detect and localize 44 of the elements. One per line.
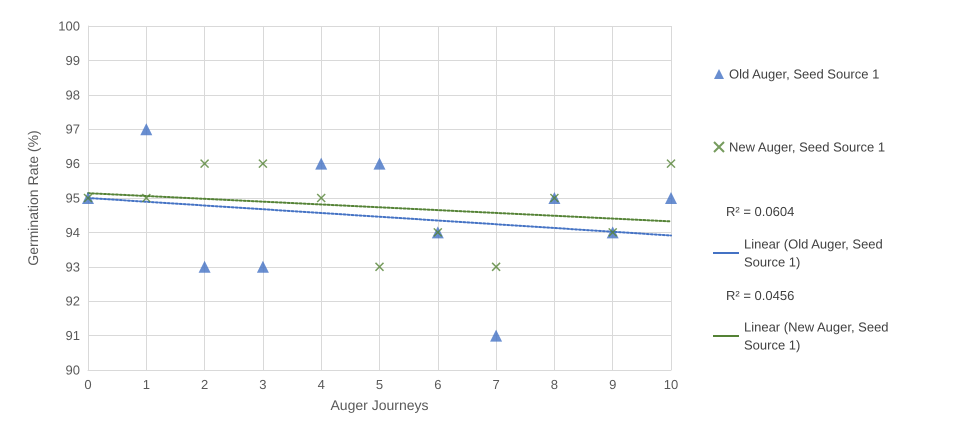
point xyxy=(374,158,386,170)
x-tick-label: 3 xyxy=(259,377,267,392)
point xyxy=(665,192,677,204)
point xyxy=(374,262,384,272)
point xyxy=(142,193,152,203)
x-axis-title: Auger Journeys xyxy=(330,397,429,413)
y-tick-label: 95 xyxy=(66,190,80,206)
legend-label: Old Auger, Seed Source 1 xyxy=(729,66,880,82)
point xyxy=(200,158,210,168)
text: R² = 0.0456 xyxy=(726,288,794,303)
x-tick-label: 7 xyxy=(492,377,500,392)
legend-label: New Auger, Seed Source 1 xyxy=(729,140,886,154)
x-tick-label: 1 xyxy=(142,377,150,392)
y-tick-label: 94 xyxy=(66,224,80,240)
point xyxy=(491,262,501,272)
x-tick-label: 10 xyxy=(664,377,678,392)
x-tick-label: 4 xyxy=(318,377,325,392)
y-tick-label: 91 xyxy=(66,328,80,344)
point xyxy=(490,330,502,342)
y-axis-title: Germination Rate (%) xyxy=(25,130,41,266)
y-tick-label: 90 xyxy=(66,362,80,378)
y-tick-label: 97 xyxy=(66,122,80,137)
y-tick-label: 100 xyxy=(58,18,80,34)
x-tick-label: 6 xyxy=(434,377,442,392)
x-tick-label: 0 xyxy=(84,377,92,392)
point xyxy=(140,123,152,136)
x-tick-label: 5 xyxy=(376,377,384,392)
y-tick-label: 99 xyxy=(66,52,80,68)
x-tick-label: 2 xyxy=(200,377,208,392)
point xyxy=(258,158,268,168)
point xyxy=(316,193,326,203)
y-tick-label: 98 xyxy=(66,87,80,102)
y-tick-label: 96 xyxy=(66,156,80,172)
x-tick-label: 9 xyxy=(609,377,616,392)
point xyxy=(256,260,269,273)
text: R² = 0.0604 xyxy=(726,204,794,219)
point xyxy=(666,158,676,168)
point xyxy=(315,158,328,170)
y-tick-label: 93 xyxy=(66,259,80,274)
legend-label: Linear (Old Auger, Seed Source 1) xyxy=(744,236,886,270)
x-tick-label: 8 xyxy=(550,377,558,392)
legend-label: Linear (New Auger, Seed Source 1) xyxy=(744,320,892,352)
point xyxy=(198,260,211,273)
y-tick-label: 92 xyxy=(66,294,80,309)
